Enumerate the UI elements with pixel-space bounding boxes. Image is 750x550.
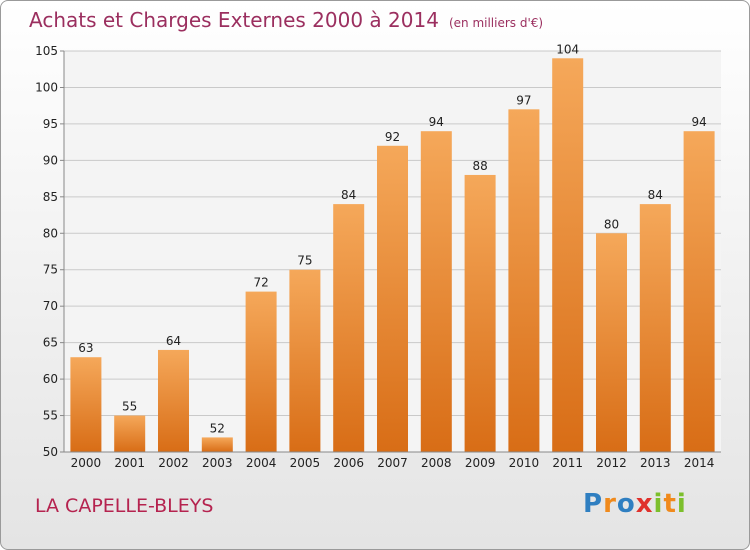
logo-letter: x xyxy=(635,489,654,519)
x-tick-label: 2007 xyxy=(377,456,408,470)
value-label: 94 xyxy=(429,115,444,129)
logo-letter: o xyxy=(616,489,636,519)
value-label: 94 xyxy=(691,115,706,129)
bar-2010 xyxy=(508,109,540,452)
axis-layer: 50 55 60 65 70 75 80 85 90 95 100 105 2000 2001 2002 20… xyxy=(35,44,721,470)
value-label: 75 xyxy=(297,254,312,268)
value-label: 84 xyxy=(648,188,663,202)
value-label: 55 xyxy=(122,400,137,414)
logo-letter: P xyxy=(583,489,604,519)
y-tick-label: 50 xyxy=(43,445,58,459)
y-tick-label: 95 xyxy=(43,117,58,131)
y-tick-label: 80 xyxy=(43,226,58,240)
chart-title: Achats et Charges Externes 2000 à 2014 (e… xyxy=(29,8,543,32)
bar-2014 xyxy=(683,131,715,452)
y-tick-label: 55 xyxy=(43,409,58,423)
x-tick-label: 2012 xyxy=(596,456,627,470)
bar-2007 xyxy=(377,145,408,453)
y-tick-label: 105 xyxy=(35,44,58,58)
y-tick-label: 100 xyxy=(35,80,58,94)
value-label: 64 xyxy=(166,334,181,348)
bar-2009 xyxy=(464,174,496,453)
x-tick-label: 2002 xyxy=(158,456,189,470)
x-tick-label: 2004 xyxy=(246,456,277,470)
y-tick-label: 75 xyxy=(43,263,58,277)
bar-2002 xyxy=(158,349,189,452)
chart-title-text: Achats et Charges Externes 2000 à 2014 xyxy=(29,8,439,32)
y-tick-label: 85 xyxy=(43,190,58,204)
value-label: 97 xyxy=(516,93,531,107)
bar-2001 xyxy=(114,415,146,452)
x-tick-label: 2013 xyxy=(640,456,671,470)
x-tick-label: 2001 xyxy=(114,456,145,470)
value-label: 104 xyxy=(556,42,579,56)
value-label: 88 xyxy=(472,159,487,173)
logo-letter: i xyxy=(653,489,664,519)
y-tick-label: 90 xyxy=(43,153,58,167)
bars-layer xyxy=(70,58,715,453)
y-tick-label: 70 xyxy=(43,299,58,313)
x-tick-label: 2009 xyxy=(465,456,496,470)
logo-letter: t xyxy=(663,489,677,519)
value-label: 72 xyxy=(253,276,268,290)
bar-2008 xyxy=(420,131,452,452)
bar-2006 xyxy=(333,204,365,452)
x-tick-label: 2014 xyxy=(684,456,715,470)
x-tick-label: 2011 xyxy=(552,456,583,470)
x-tick-label: 2000 xyxy=(71,456,102,470)
y-tick-label: 65 xyxy=(43,336,58,350)
bar-2000 xyxy=(70,357,102,452)
value-label: 52 xyxy=(210,421,225,435)
value-label: 84 xyxy=(341,188,356,202)
bar-2005 xyxy=(289,269,321,452)
logo-letter: r xyxy=(603,489,617,519)
y-tick-label: 60 xyxy=(43,372,58,386)
proxiti-logo: Proxiti xyxy=(583,489,687,519)
value-label: 92 xyxy=(385,130,400,144)
labels-layer: 63 55 64 52 72 75 84 92 94 88 97 104 80 84 94 xyxy=(78,42,706,435)
x-tick-label: 2005 xyxy=(290,456,321,470)
x-tick-label: 2003 xyxy=(202,456,233,470)
bar-2003 xyxy=(201,437,233,452)
bar-2012 xyxy=(596,233,627,452)
x-tick-label: 2008 xyxy=(421,456,452,470)
x-tick-label: 2006 xyxy=(333,456,364,470)
value-label: 80 xyxy=(604,217,619,231)
chart-subtitle: (en milliers d'€) xyxy=(448,16,544,30)
bar-2004 xyxy=(245,291,277,452)
bar-2011 xyxy=(552,58,584,453)
location-label: LA CAPELLE-BLEYS xyxy=(35,495,214,517)
x-tick-label: 2010 xyxy=(509,456,540,470)
logo-letter: i xyxy=(676,489,687,519)
value-label: 63 xyxy=(78,341,93,355)
bar-2013 xyxy=(639,204,671,452)
